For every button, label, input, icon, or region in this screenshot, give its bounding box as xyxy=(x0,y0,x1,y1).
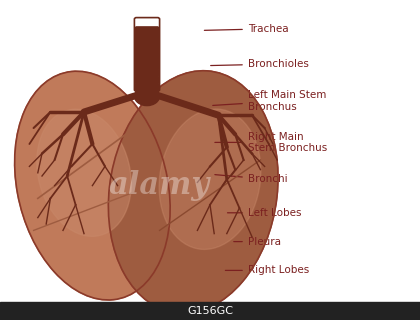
Text: Bronchi: Bronchi xyxy=(215,174,287,184)
FancyBboxPatch shape xyxy=(136,69,158,76)
FancyBboxPatch shape xyxy=(136,76,158,83)
Text: alamy: alamy xyxy=(109,170,210,201)
FancyBboxPatch shape xyxy=(136,48,158,55)
FancyBboxPatch shape xyxy=(136,83,158,90)
Ellipse shape xyxy=(134,86,160,106)
Text: Trachea: Trachea xyxy=(205,24,289,34)
Text: Right Lobes: Right Lobes xyxy=(226,265,309,276)
Text: Left Main Stem
Bronchus: Left Main Stem Bronchus xyxy=(213,90,326,112)
FancyBboxPatch shape xyxy=(136,27,158,34)
Bar xyxy=(0,302,420,320)
Ellipse shape xyxy=(108,71,278,313)
FancyBboxPatch shape xyxy=(136,41,158,48)
Ellipse shape xyxy=(37,109,131,236)
Ellipse shape xyxy=(159,109,261,249)
Text: Bronchioles: Bronchioles xyxy=(211,59,309,69)
FancyBboxPatch shape xyxy=(136,34,158,41)
FancyBboxPatch shape xyxy=(136,62,158,69)
FancyBboxPatch shape xyxy=(136,55,158,62)
Text: G156GC: G156GC xyxy=(187,306,233,316)
Ellipse shape xyxy=(15,71,170,300)
Text: Left Lobes: Left Lobes xyxy=(228,208,301,218)
Text: Right Main
Stem Bronchus: Right Main Stem Bronchus xyxy=(215,132,327,153)
Text: Pleura: Pleura xyxy=(234,236,281,247)
